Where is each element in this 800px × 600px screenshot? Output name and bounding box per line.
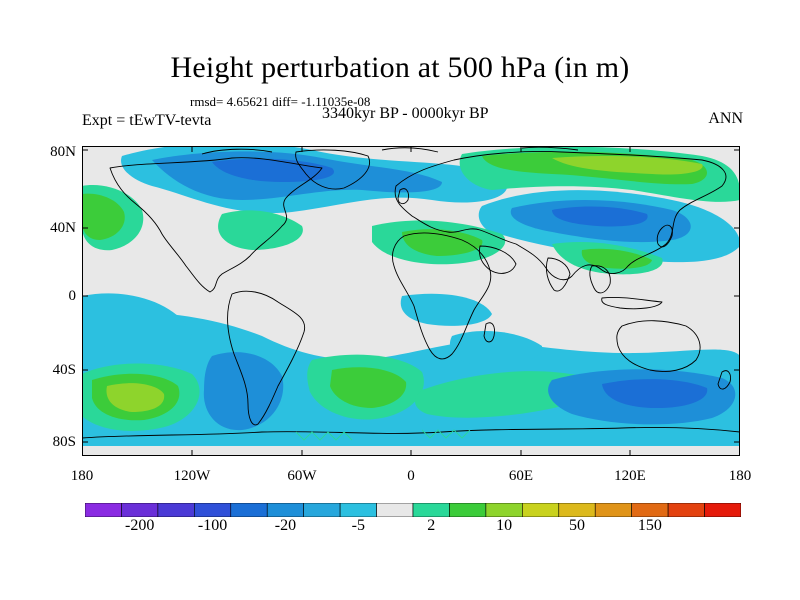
coastline-north-america [109, 157, 323, 293]
anomaly-region-south-atlantic-green-inner [330, 367, 407, 408]
colorbar-swatch [303, 503, 341, 517]
coastline-uk [397, 188, 409, 205]
lon-tick-label: 0 [407, 468, 415, 484]
anomaly-region-siberia-yellow [552, 156, 703, 175]
coastline-south-america [227, 290, 306, 426]
coastline-arabia [479, 245, 517, 274]
anomaly-region-asia-core [552, 206, 648, 227]
colorbar-swatch [121, 503, 159, 517]
coastline-japan [656, 224, 673, 248]
colorbar-swatch [85, 503, 122, 517]
lon-tick-label: 120W [173, 468, 211, 484]
coastline-indonesia [601, 297, 663, 310]
colorbar-label: 10 [496, 517, 513, 534]
anomaly-region-australia-core [602, 379, 708, 408]
colorbar-swatch [339, 503, 377, 517]
lat-tick-label: 80S [52, 434, 76, 450]
coastline-europe-asia [394, 151, 727, 281]
anomaly-region-tropics-light-2 [400, 293, 492, 326]
colorbar-label: 150 [637, 517, 662, 534]
polar-hatching [295, 429, 471, 441]
lon-tick-label: 120E [614, 468, 646, 484]
lat-tick-label: 40S [52, 362, 76, 378]
colorbar-swatch [194, 503, 232, 517]
colorbar-label: 2 [427, 517, 436, 534]
colorbar-label: 50 [569, 517, 585, 534]
anomaly-region-usa-green [218, 210, 303, 250]
colorbar-swatch [522, 503, 560, 517]
colorbar-swatch [631, 503, 669, 517]
anomaly-region-south-indian-light [449, 331, 543, 367]
map-ticks [82, 146, 740, 456]
anomaly-region-north-atlantic-core [212, 158, 334, 182]
anomaly-region-pacific-green-inner [82, 193, 125, 240]
anomaly-region-south-indian-green [415, 371, 593, 418]
colorbar-swatch [376, 503, 414, 517]
colorbar-label: -5 [351, 517, 365, 534]
colorbar-swatch [230, 503, 268, 517]
stats-text: rmsd= 4.65621 diff= -1.11035e-08 [190, 94, 371, 109]
anomaly-region-south-mid [203, 352, 284, 431]
coastline-southeast-asia [589, 265, 611, 294]
coastline-greenland [295, 149, 370, 190]
colorbar-label: -100 [197, 517, 228, 534]
coastline-madagascar [483, 322, 495, 343]
lon-tick-label: 180 [70, 468, 94, 484]
map-panel [82, 146, 740, 456]
colorbar-swatch [412, 503, 450, 517]
colorbar-label: -200 [124, 517, 155, 534]
anomaly-region-africa-green-inner [402, 229, 483, 256]
colorbar-swatch [667, 503, 705, 517]
colorbar-swatch [558, 503, 596, 517]
coastline-india [545, 257, 571, 292]
coastlines [82, 146, 740, 439]
lat-tick-label: 40N [50, 220, 76, 236]
season-label: ANN [708, 110, 743, 127]
colorbar-swatch [157, 503, 195, 517]
lon-tick-label: 180 [728, 468, 752, 484]
colorbar-swatch [449, 503, 487, 517]
colorbar [85, 503, 741, 517]
colorbar-swatch [266, 503, 304, 517]
lon-tick-label: 60E [508, 468, 534, 484]
map-svg [82, 146, 740, 456]
coastline-australia [616, 320, 701, 372]
anomaly-region-tropics-light [82, 293, 192, 351]
coastline-new-zealand [717, 370, 731, 390]
experiment-label: Expt = tEwTV-tevta [82, 112, 212, 129]
colorbar-swatch [594, 503, 632, 517]
colorbar-label: -20 [274, 517, 297, 534]
anomaly-region-south-pacific-yellow [106, 383, 165, 412]
map-title: Height perturbation at 500 hPa (in m) [170, 51, 630, 84]
lat-tick-label: 80N [50, 144, 76, 160]
colorbar-swatch [704, 503, 741, 517]
lon-tick-label: 60W [287, 468, 317, 484]
period-label: 3340kyr BP - 0000kyr BP [322, 105, 489, 122]
anomaly-region-india-green-inner [581, 248, 652, 269]
lat-tick-label: 0 [68, 288, 77, 304]
colorbar-swatch [485, 503, 523, 517]
coastline-africa [392, 232, 492, 360]
